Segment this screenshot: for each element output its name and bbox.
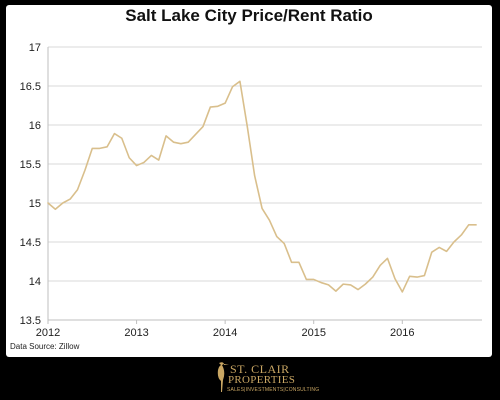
y-tick-label: 13.5 [20,315,41,327]
y-tick-label: 14 [29,276,41,288]
chart-title: Salt Lake City Price/Rent Ratio [125,6,373,25]
y-tick-label: 16.5 [20,81,41,93]
y-tick-label: 15 [29,198,41,210]
y-tick-label: 15.5 [20,159,41,171]
y-tick-label: 14.5 [20,237,41,249]
x-tick-label: 2016 [390,327,414,339]
logo-name-line2: PROPERTIES [228,374,296,386]
y-tick-labels: 13.5 14 14.5 15 15.5 16 16.5 17 [20,42,41,327]
x-tick-label: 2013 [124,327,148,339]
x-tick-labels: 2012 2013 2014 2015 2016 [36,327,415,339]
y-tick-label: 17 [29,42,41,54]
chart-panel [6,5,492,357]
logo-name-line1: ST. CLAIR [230,362,290,376]
series-line [47,80,477,293]
series [47,80,477,293]
axes [47,47,482,324]
st-clair-properties-logo: ST. CLAIR PROPERTIES SALES|INVESTMENTS|C… [210,360,320,396]
data-source-note: Data Source: Zillow [10,342,80,351]
x-tick-label: 2015 [301,327,325,339]
y-tick-label: 16 [29,120,41,132]
heron-logo-icon [217,362,229,392]
x-tick-label: 2012 [36,327,60,339]
x-tick-label: 2014 [213,327,237,339]
logo-tagline: SALES|INVESTMENTS|CONSULTING [227,387,320,393]
grid-lines [48,46,482,282]
